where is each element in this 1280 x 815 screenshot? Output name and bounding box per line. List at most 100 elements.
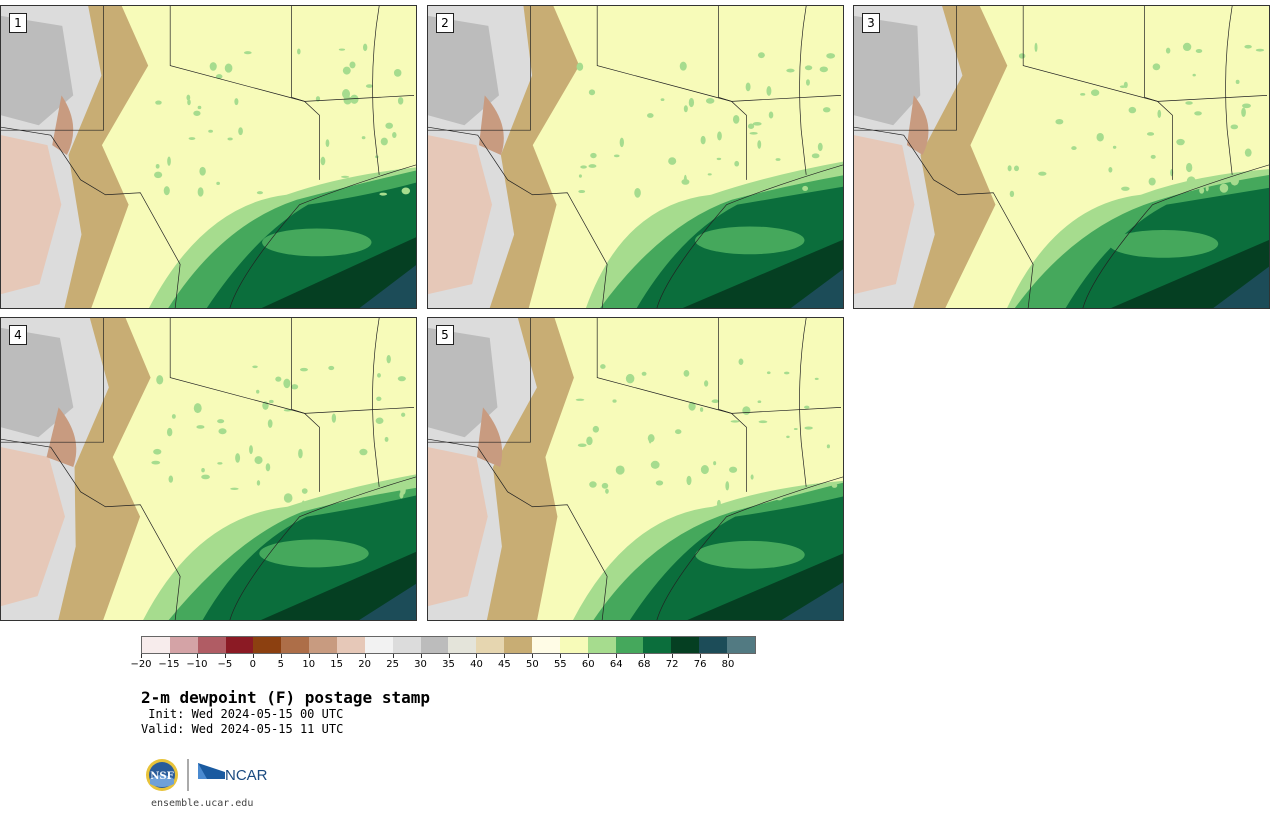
- moisture-speckle: [1071, 146, 1077, 151]
- colorbar-tick: [504, 654, 506, 658]
- moisture-speckle: [1080, 92, 1086, 96]
- moisture-speckle: [397, 376, 406, 382]
- logos: NSF NCAR: [145, 757, 275, 793]
- moisture-speckle: [186, 94, 191, 101]
- website-url: ensemble.ucar.edu: [151, 798, 254, 809]
- colorbar-swatch: [504, 637, 533, 653]
- postage-stamp-panel-5: 5: [427, 317, 844, 621]
- moisture-speckle: [1230, 176, 1239, 186]
- colorbar-tick-label: 80: [721, 659, 735, 670]
- moisture-speckle: [1157, 109, 1162, 118]
- moisture-speckle: [201, 467, 205, 473]
- moisture-speckle: [750, 474, 754, 480]
- open-gulf: [682, 239, 843, 308]
- gulf-patch: [695, 540, 805, 569]
- dry-pocket: [476, 407, 503, 468]
- colorbar-tick: [280, 654, 282, 658]
- moisture-speckle: [786, 435, 790, 439]
- moisture-speckle: [361, 136, 366, 140]
- moisture-speckle: [1235, 79, 1240, 84]
- moisture-speckle: [668, 157, 677, 165]
- moisture-speckle: [380, 137, 388, 146]
- moisture-speckle: [758, 420, 768, 424]
- moisture-speckle: [1090, 89, 1100, 96]
- dry-basin: [1, 135, 62, 295]
- dry-basin: [428, 447, 488, 607]
- colorbar-tick: [141, 654, 142, 658]
- moisture-speckle: [393, 69, 402, 77]
- colorbar-swatch: [532, 637, 560, 653]
- moisture-speckle: [1185, 101, 1193, 105]
- moisture-speckle: [679, 61, 687, 71]
- moisture-speckle: [1148, 177, 1156, 186]
- colorbar: [141, 636, 756, 654]
- dry-pocket: [52, 95, 74, 156]
- moisture-speckle: [1018, 53, 1026, 59]
- coastline: [229, 164, 416, 308]
- moisture-speckle: [783, 371, 790, 375]
- moisture-speckle: [397, 97, 404, 105]
- colorbar-swatch: [392, 637, 421, 653]
- state-border: [1, 318, 104, 443]
- moisture-speckle: [377, 373, 381, 378]
- mountains: [854, 15, 921, 126]
- panel-label: 1: [9, 13, 27, 33]
- moisture-speckle: [268, 399, 274, 404]
- postage-stamp-panel-1: 1: [0, 5, 417, 309]
- colorbar-tick-label: −20: [130, 659, 152, 670]
- moisture-speckle: [700, 465, 709, 475]
- moisture-speckle: [392, 132, 397, 138]
- colorbar-tick: [168, 654, 170, 658]
- colorbar-tick: [308, 654, 310, 658]
- moisture-speckle: [793, 428, 798, 431]
- moisture-speckle: [1219, 183, 1229, 193]
- colorbar-tick: [588, 654, 590, 658]
- moisture-speckle: [647, 434, 655, 443]
- figure-title: 2-m dewpoint (F) postage stamp: [141, 688, 430, 707]
- ncar-logo-icon: NCAR: [198, 763, 268, 784]
- moisture-speckle: [338, 48, 346, 51]
- moisture-speckle: [589, 481, 597, 488]
- dewpoint-map-4: [1, 318, 416, 620]
- moisture-speckle: [375, 417, 384, 424]
- moisture-speckle: [580, 165, 587, 169]
- moisture-speckle: [359, 448, 368, 456]
- moisture-speckle: [1013, 165, 1020, 172]
- moisture-speckle: [196, 425, 205, 429]
- moisture-speckle: [401, 187, 411, 195]
- colorbar-tick-label: 25: [386, 659, 399, 670]
- colorbar-tick: [224, 654, 226, 658]
- moisture-speckle: [1108, 167, 1113, 173]
- moisture-speckle: [331, 413, 337, 423]
- colorbar-tick: [700, 654, 702, 658]
- moisture-speckle: [209, 62, 217, 71]
- moisture-speckle: [227, 137, 233, 141]
- moisture-speckle: [804, 65, 813, 71]
- colorbar-tick-label: −5: [217, 659, 233, 670]
- moisture-speckle: [699, 407, 704, 412]
- moisture-speckle: [605, 488, 609, 494]
- dry-pocket: [906, 95, 929, 156]
- moisture-speckle: [1096, 132, 1104, 142]
- dry-basin: [1, 447, 65, 607]
- state-border: [718, 6, 842, 102]
- moisture-speckle: [592, 425, 600, 433]
- moisture-speckle: [775, 158, 781, 161]
- gulf-patch: [1108, 229, 1219, 258]
- moisture-speckle: [290, 384, 299, 390]
- moisture-speckle: [688, 97, 695, 108]
- colorbar-swatch: [281, 637, 310, 653]
- panel-label: 3: [862, 13, 880, 33]
- moisture-speckle: [217, 419, 225, 424]
- postage-stamp-panel-4: 4: [0, 317, 417, 621]
- postage-stamp-panel-2: 2: [427, 5, 844, 309]
- moisture-speckle: [1152, 63, 1161, 71]
- moisture-speckle: [171, 414, 176, 419]
- moisture-speckle: [163, 186, 170, 196]
- moisture-speckle: [267, 419, 273, 428]
- moisture-speckle: [350, 94, 359, 104]
- moisture-speckle: [401, 412, 406, 417]
- open-gulf: [261, 551, 416, 620]
- moisture-speckle: [386, 354, 391, 364]
- state-border: [854, 6, 957, 131]
